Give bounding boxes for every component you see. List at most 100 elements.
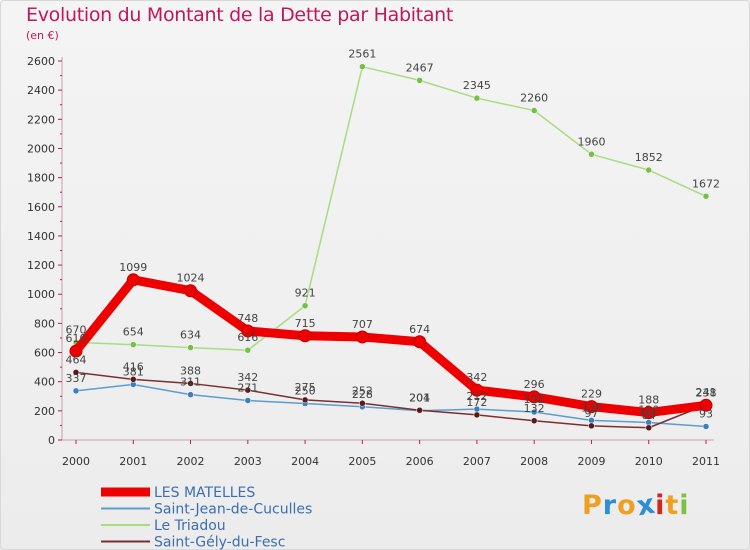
data-label: 2345 <box>463 79 491 92</box>
x-tick-label: 2002 <box>177 455 205 468</box>
logo-letter: o <box>617 490 637 521</box>
y-tick-label: 2400 <box>27 84 55 97</box>
data-label: 2467 <box>406 61 434 74</box>
data-label: 212 <box>466 390 487 403</box>
data-point <box>588 151 595 158</box>
data-point <box>416 407 423 414</box>
data-point <box>298 329 312 343</box>
data-label: 97 <box>584 407 598 420</box>
data-point <box>584 400 598 414</box>
data-point <box>699 398 713 412</box>
series-les-matelles <box>69 273 713 420</box>
data-point <box>126 273 140 287</box>
legend-entry: LES MATELLES <box>101 485 255 501</box>
x-tick-label: 2001 <box>119 455 147 468</box>
data-point <box>187 344 194 351</box>
data-label: 707 <box>352 318 373 331</box>
y-tick-label: 1800 <box>27 172 55 185</box>
data-point <box>130 376 137 383</box>
y-tick-label: 1200 <box>27 259 55 272</box>
x-tick-label: 2000 <box>62 455 90 468</box>
data-point <box>645 424 652 432</box>
data-label: 921 <box>295 287 316 300</box>
data-point <box>72 369 80 376</box>
logo-letter: t <box>665 490 680 521</box>
data-label: 381 <box>123 365 144 378</box>
data-label: 2561 <box>348 48 376 61</box>
x-tick-label: 2011 <box>692 455 720 468</box>
data-label: 464 <box>66 353 87 366</box>
chart-title: Evolution du Montant de la Dette par Hab… <box>26 4 454 26</box>
legend-entry: Saint-Gély-du-Fesc <box>101 535 285 550</box>
data-point <box>645 166 652 174</box>
y-tick-label: 1600 <box>27 201 55 214</box>
data-label: 654 <box>123 326 144 339</box>
data-label: 172 <box>466 396 487 409</box>
data-point <box>355 330 369 344</box>
logo-letter: r <box>602 490 618 521</box>
y-tick-label: 1000 <box>27 288 55 301</box>
legend-label: Le Triadou <box>154 518 226 534</box>
legend-entry: Le Triadou <box>101 518 226 534</box>
data-point <box>702 193 710 200</box>
y-tick-label: 1400 <box>27 230 55 243</box>
data-point <box>359 400 366 407</box>
data-point <box>301 302 309 309</box>
data-point <box>527 390 541 404</box>
data-label: 1024 <box>177 272 205 285</box>
data-label: 715 <box>295 317 316 330</box>
data-label: 135 <box>581 401 602 414</box>
data-label: 229 <box>581 388 602 401</box>
chart-subtitle: (en €) <box>26 29 59 42</box>
data-point <box>702 423 710 430</box>
data-label: 228 <box>352 388 373 401</box>
legend-label: Saint-Jean-de-Cuculles <box>154 502 312 518</box>
x-tick-label: 2010 <box>635 455 663 468</box>
y-tick-label: 400 <box>34 376 55 389</box>
series-le-triadou <box>72 63 710 354</box>
data-label: 610 <box>66 332 87 345</box>
x-tick-label: 2004 <box>291 455 319 468</box>
series-line <box>75 371 707 429</box>
data-label: 342 <box>466 371 487 384</box>
data-point <box>416 77 423 84</box>
data-label: 192 <box>524 393 545 406</box>
data-label: 311 <box>180 376 201 389</box>
data-label: 1852 <box>635 151 663 164</box>
data-label: 120 <box>638 404 659 417</box>
data-label: 674 <box>409 323 430 336</box>
data-label: 201 <box>409 392 430 405</box>
data-label: 252 <box>352 384 373 397</box>
data-point <box>359 63 366 70</box>
data-label: 748 <box>237 312 258 325</box>
x-tick-label: 2005 <box>348 455 376 468</box>
data-label: 204 <box>409 391 430 404</box>
y-tick-label: 200 <box>34 405 55 418</box>
legend-entry: Saint-Jean-de-Cuculles <box>101 502 312 518</box>
data-labels-layer: 337 381 311 271 250 228 201 212 192 135 120 93 670 65… <box>66 48 721 422</box>
y-tick-label: 2600 <box>27 55 55 68</box>
logo-letter: P <box>582 490 603 521</box>
x-tick-label: 2008 <box>520 455 548 468</box>
data-point <box>244 346 252 354</box>
x-tick-label: 2003 <box>234 455 262 468</box>
data-point <box>244 397 252 404</box>
data-label: 241 <box>696 386 717 399</box>
data-label: 388 <box>180 364 201 377</box>
data-point <box>130 341 137 348</box>
x-tick-label: 2006 <box>406 455 434 468</box>
data-point <box>72 387 80 395</box>
data-point <box>473 94 481 102</box>
data-point <box>530 107 538 114</box>
data-label: 188 <box>638 394 659 407</box>
logo-letter: i <box>655 490 666 521</box>
data-label: 250 <box>295 385 316 398</box>
series-saint-g-ly-du-fesc <box>72 369 710 432</box>
data-point <box>530 417 538 425</box>
data-label: 616 <box>237 331 258 344</box>
y-tick-label: 2200 <box>27 113 55 126</box>
series-line <box>71 275 711 418</box>
data-label: 238 <box>696 386 717 399</box>
